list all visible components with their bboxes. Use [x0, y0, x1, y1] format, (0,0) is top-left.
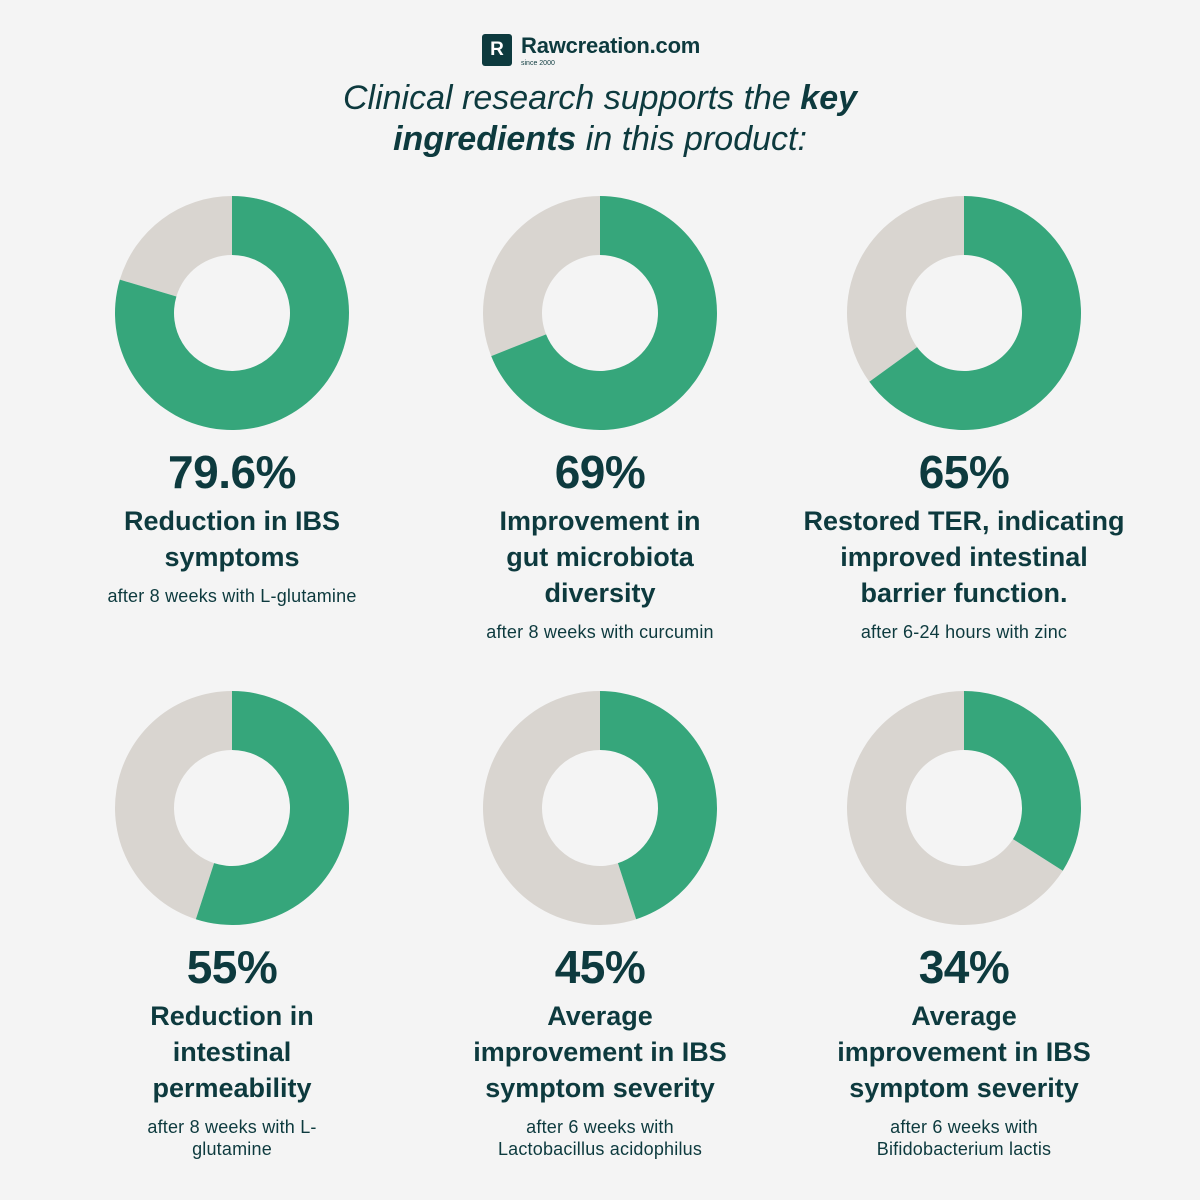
stat-title-line: Average — [911, 1001, 1017, 1031]
stat-subtitle-line: Bifidobacterium lactis — [876, 1139, 1052, 1159]
headline-emphasis: key — [800, 79, 858, 117]
brand-name: Rawcreation.com — [521, 33, 701, 58]
donut-remainder-slice — [847, 196, 964, 382]
stat-title-line: symptom severity — [849, 1073, 1079, 1103]
stat-title: Reduction in IBS symptoms — [32, 503, 432, 575]
stat-subtitle-line: after 6 weeks with — [890, 1117, 1038, 1137]
stat-card: 55% Reduction in intestinal permeability… — [32, 688, 432, 1160]
stat-card: 65% Restored TER, indicating improved in… — [764, 193, 1164, 643]
stat-subtitle-line: after 6 weeks with — [526, 1117, 674, 1137]
donut-remainder-slice — [115, 691, 232, 920]
stat-card: 34% Average improvement in IBS symptom s… — [764, 688, 1164, 1160]
stat-percent: 45% — [554, 941, 646, 993]
donut-chart — [847, 196, 1081, 430]
stat-title: Average improvement in IBS symptom sever… — [764, 998, 1164, 1106]
stat-title-line: symptoms — [164, 542, 300, 572]
stat-percent: 65% — [918, 446, 1010, 498]
stat-subtitle-line: after 8 weeks with curcumin — [486, 622, 714, 642]
logo-text: Rawcreation.com since 2000 — [521, 34, 700, 68]
stat-card: 79.6% Reduction in IBS symptoms after 8 … — [32, 193, 432, 607]
stat-title-line: Average — [547, 1001, 653, 1031]
stat-title-line: diversity — [544, 578, 656, 608]
stat-title-line: gut microbiota — [506, 542, 694, 572]
donut-remainder-slice — [847, 691, 1063, 925]
donut-value-slice — [600, 691, 717, 920]
donut-remainder-slice — [483, 196, 600, 357]
stat-title-line: improved intestinal — [840, 542, 1088, 572]
stat-subtitle: after 6-24 hours with zinc — [764, 621, 1164, 643]
stat-title-line: Improvement in — [499, 506, 701, 536]
donut-chart — [115, 691, 350, 925]
stat-title: Average improvement in IBS symptom sever… — [400, 998, 800, 1106]
stat-subtitle-line: Lactobacillus acidophilus — [497, 1139, 703, 1159]
stat-subtitle-line: after 8 weeks with L-glutamine — [107, 586, 357, 606]
stat-title: Restored TER, indicating improved intest… — [764, 503, 1164, 611]
logo-mark: R — [482, 34, 512, 66]
stat-title: Reduction in intestinal permeability — [32, 998, 432, 1106]
stat-subtitle-line: after 6-24 hours with zinc — [860, 622, 1068, 642]
stat-title-line: permeability — [152, 1073, 312, 1103]
headline-line-2: ingredients in this product: — [0, 119, 1200, 160]
stat-subtitle: after 8 weeks with L- glutamine — [32, 1116, 432, 1160]
stat-subtitle: after 6 weeks with Bifidobacterium lacti… — [764, 1116, 1164, 1160]
stat-title-line: improvement in IBS — [837, 1037, 1091, 1067]
donut-remainder-slice — [482, 691, 637, 925]
donut-value-slice — [964, 691, 1081, 871]
stat-percent: 69% — [554, 446, 646, 498]
headline-emphasis: ingredients — [393, 120, 577, 158]
stat-subtitle-line: after 8 weeks with L- — [147, 1117, 317, 1137]
donut-remainder-slice — [119, 196, 232, 297]
stat-subtitle-line: glutamine — [192, 1139, 272, 1159]
stat-title-line: symptom severity — [485, 1073, 715, 1103]
donut-chart — [114, 196, 349, 430]
brand-logo: R Rawcreation.com since 2000 — [482, 34, 700, 68]
brand-since: since 2000 — [521, 60, 555, 67]
stat-title-line: barrier function. — [860, 578, 1068, 608]
stat-title-line: intestinal — [172, 1037, 292, 1067]
stat-subtitle: after 8 weeks with curcumin — [400, 621, 800, 643]
donut-chart — [483, 196, 717, 430]
stat-title-line: Reduction in — [150, 1001, 314, 1031]
headline-line-1: Clinical research supports the key — [0, 78, 1200, 119]
donut-value-slice — [869, 196, 1081, 430]
stat-title-line: improvement in IBS — [473, 1037, 727, 1067]
headline-text: in this product: — [576, 120, 807, 158]
donut-value-slice — [114, 196, 349, 430]
stat-title-line: Reduction in IBS — [124, 506, 340, 536]
stat-percent: 79.6% — [168, 446, 296, 498]
donut-value-slice — [491, 196, 717, 430]
stat-title: Improvement in gut microbiota diversity — [400, 503, 800, 611]
page-title: Clinical research supports the key ingre… — [0, 78, 1200, 160]
stat-subtitle: after 8 weeks with L-glutamine — [32, 585, 432, 607]
donut-value-slice — [195, 691, 350, 925]
donut-chart — [482, 691, 717, 925]
stat-percent: 55% — [186, 941, 278, 993]
stat-percent: 34% — [918, 941, 1010, 993]
stat-title-line: Restored TER, indicating — [803, 506, 1125, 536]
donut-chart — [847, 691, 1081, 925]
stat-card: 69% Improvement in gut microbiota divers… — [400, 193, 800, 643]
stat-subtitle: after 6 weeks with Lactobacillus acidoph… — [400, 1116, 800, 1160]
stat-card: 45% Average improvement in IBS symptom s… — [400, 688, 800, 1160]
headline-text: Clinical research supports the — [342, 79, 801, 117]
